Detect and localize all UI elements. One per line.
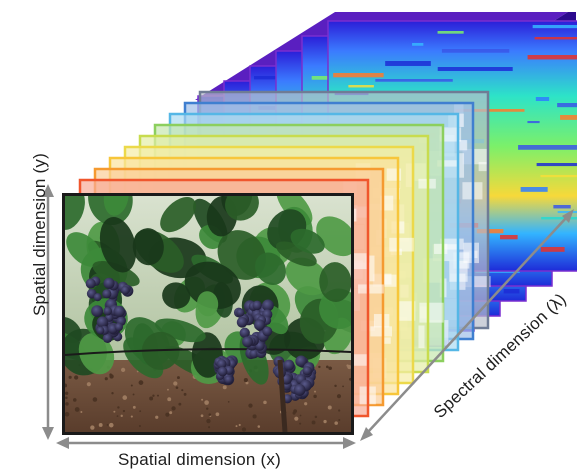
spatial-y-label: Spatial dimension (y) [30,153,49,316]
photo-frame [62,193,354,435]
y-axis-arrow [42,184,54,440]
spectral-axis-arrow [360,209,574,441]
vineyard-photo [62,193,354,435]
axis-arrows [42,184,574,449]
x-axis-arrow [56,437,356,449]
spatial-x-label: Spatial dimension (x) [118,450,281,469]
